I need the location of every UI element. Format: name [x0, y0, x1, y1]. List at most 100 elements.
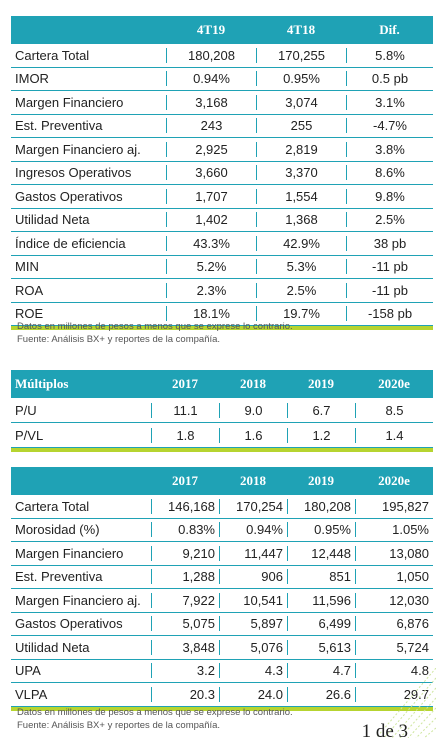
summary-value-cell: 3,660	[166, 165, 256, 181]
summary-label-cell: ROA	[15, 282, 44, 298]
summary-value-cell: 0.95%	[256, 71, 346, 87]
summary-label-cell: Índice de eficiencia	[15, 235, 126, 251]
summary-row: ROE 18.1% 19.7% -158 pb	[11, 303, 433, 326]
projections-value-cell: 195,827	[355, 498, 433, 514]
summary-value-cell: 2.3%	[166, 282, 256, 298]
projections-value-cell: 3,848	[151, 639, 219, 655]
summary-value-cell: 2,925	[166, 141, 256, 157]
summary-value-cell: 18.1%	[166, 306, 256, 322]
projections-value-cell: 29.7	[355, 686, 433, 702]
projections-value-cell: 5,724	[355, 639, 433, 655]
projections-header-2020e: 2020e	[378, 473, 410, 488]
summary-row: Utilidad Neta 1,402 1,368 2.5%	[11, 209, 433, 232]
projections-row: VLPA 20.3 24.0 26.6 29.7	[11, 683, 433, 707]
projections-value-cell: 9,210	[151, 545, 219, 561]
summary-value-cell: 170,255	[256, 47, 346, 63]
projections-value-cell: 0.94%	[219, 522, 287, 538]
projections-table: 2017 2018 2019 2020e Cartera Total 146,16…	[11, 467, 433, 711]
multiples-row: P/VL 1.8 1.6 1.2 1.4	[11, 423, 433, 448]
projections-header-2018: 2018	[240, 473, 266, 488]
projections-label-cell: Utilidad Neta	[15, 639, 90, 655]
projections-value-cell: 851	[287, 569, 355, 585]
multiples-label-cell: P/U	[15, 402, 37, 418]
projections-label-cell: Gastos Operativos	[15, 616, 123, 632]
projections-note-line1: Datos en millones de pesos a menos que s…	[17, 707, 293, 718]
projections-value-cell: 4.8	[355, 663, 433, 679]
projections-row: Morosidad (%) 0.83% 0.94% 0.95% 1.05%	[11, 519, 433, 542]
projections-value-cell: 906	[219, 569, 287, 585]
projections-row: UPA 3.2 4.3 4.7 4.8	[11, 660, 433, 683]
summary-label-cell: ROE	[15, 306, 44, 322]
projections-label-cell: Margen Financiero	[15, 545, 124, 561]
summary-value-cell: 5.3%	[256, 259, 346, 275]
projections-value-cell: 1,050	[355, 569, 433, 585]
projections-value-cell: 5,897	[219, 616, 287, 632]
projections-label-cell: Est. Preventiva	[15, 569, 103, 585]
summary-table: 4T19 4T18 Dif. Cartera Total 180,208 170,2…	[11, 16, 433, 330]
summary-note: Datos en millones de pesos a menos que s…	[17, 320, 293, 346]
multiples-table: Múltiplos 2017 2018 2019 2020e P/U 11.1 9.…	[11, 370, 433, 452]
summary-row: IMOR 0.94% 0.95% 0.5 pb	[11, 68, 433, 91]
summary-value-cell: 2.5%	[256, 282, 346, 298]
summary-row: Ingresos Operativos 3,660 3,370 8.6%	[11, 162, 433, 185]
projections-value-cell: 7,922	[151, 592, 219, 608]
page-number: 1 de 3	[361, 721, 408, 742]
summary-header-4t18: 4T18	[286, 22, 316, 37]
summary-value-cell: 0.94%	[166, 71, 256, 87]
multiples-table-body: P/U 11.1 9.0 6.7 8.5 P/VL 1.8 1.6 1.2 1.4	[11, 398, 433, 448]
summary-value-cell: -11 pb	[346, 259, 433, 275]
summary-row: Cartera Total 180,208 170,255 5.8%	[11, 44, 433, 68]
projections-header-row: 2017 2018 2019 2020e	[11, 467, 433, 495]
projections-row: Gastos Operativos 5,075 5,897 6,499 6,876	[11, 613, 433, 636]
summary-row: Margen Financiero 3,168 3,074 3.1%	[11, 91, 433, 115]
multiples-header-2017: 2017	[172, 376, 198, 391]
projections-value-cell: 10,541	[219, 592, 287, 608]
summary-label-cell: Margen Financiero aj.	[15, 141, 141, 157]
summary-value-cell: 9.8%	[346, 188, 433, 204]
summary-row: Margen Financiero aj. 2,925 2,819 3.8%	[11, 138, 433, 162]
summary-value-cell: 243	[166, 118, 256, 134]
projections-value-cell: 0.83%	[151, 522, 219, 538]
summary-value-cell: 180,208	[166, 47, 256, 63]
summary-row: ROA 2.3% 2.5% -11 pb	[11, 279, 433, 303]
multiples-header-row: Múltiplos 2017 2018 2019 2020e	[11, 370, 433, 398]
summary-note-line2: Fuente: Análisis BX+ y reportes de la co…	[17, 334, 221, 345]
projections-row: Est. Preventiva 1,288 906 851 1,050	[11, 566, 433, 589]
summary-label-cell: Est. Preventiva	[15, 118, 103, 134]
projections-value-cell: 3.2	[151, 663, 219, 679]
summary-value-cell: 3.8%	[346, 141, 433, 157]
summary-label-cell: IMOR	[15, 71, 49, 87]
summary-value-cell: 3.1%	[346, 94, 433, 110]
summary-value-cell: 1,707	[166, 188, 256, 204]
summary-row: MIN 5.2% 5.3% -11 pb	[11, 256, 433, 279]
multiples-value-cell: 11.1	[151, 402, 219, 418]
multiples-label-cell: P/VL	[15, 427, 44, 443]
summary-bottom-rule	[11, 326, 433, 330]
summary-value-cell: 2.5%	[346, 212, 433, 228]
projections-row: Cartera Total 146,168 170,254 180,208 195,82…	[11, 495, 433, 519]
projections-label-cell: Margen Financiero aj.	[15, 592, 141, 608]
summary-value-cell: 1,368	[256, 212, 346, 228]
summary-value-cell: 1,402	[166, 212, 256, 228]
multiples-value-cell: 6.7	[287, 402, 355, 418]
summary-value-cell: 42.9%	[256, 235, 346, 251]
projections-bottom-rule	[11, 706, 433, 711]
projections-note-line2: Fuente: Análisis BX+ y reportes de la co…	[17, 720, 221, 731]
summary-label-cell: Utilidad Neta	[15, 212, 90, 228]
projections-value-cell: 5,076	[219, 639, 287, 655]
projections-label-cell: VLPA	[15, 686, 48, 702]
projections-value-cell: 26.6	[287, 686, 355, 702]
multiples-header-2018: 2018	[240, 376, 266, 391]
projections-label-cell: Cartera Total	[15, 498, 90, 514]
summary-row: Índice de eficiencia 43.3% 42.9% 38 pb	[11, 232, 433, 256]
multiples-value-cell: 8.5	[355, 402, 433, 418]
projections-value-cell: 4.7	[287, 663, 355, 679]
multiples-bottom-rule	[11, 448, 433, 452]
summary-value-cell: 5.2%	[166, 259, 256, 275]
summary-label-cell: Cartera Total	[15, 47, 90, 63]
summary-value-cell: 5.8%	[346, 47, 433, 63]
summary-label-cell: Margen Financiero	[15, 94, 124, 110]
summary-row: Gastos Operativos 1,707 1,554 9.8%	[11, 185, 433, 209]
projections-value-cell: 4.3	[219, 663, 287, 679]
summary-value-cell: 3,074	[256, 94, 346, 110]
